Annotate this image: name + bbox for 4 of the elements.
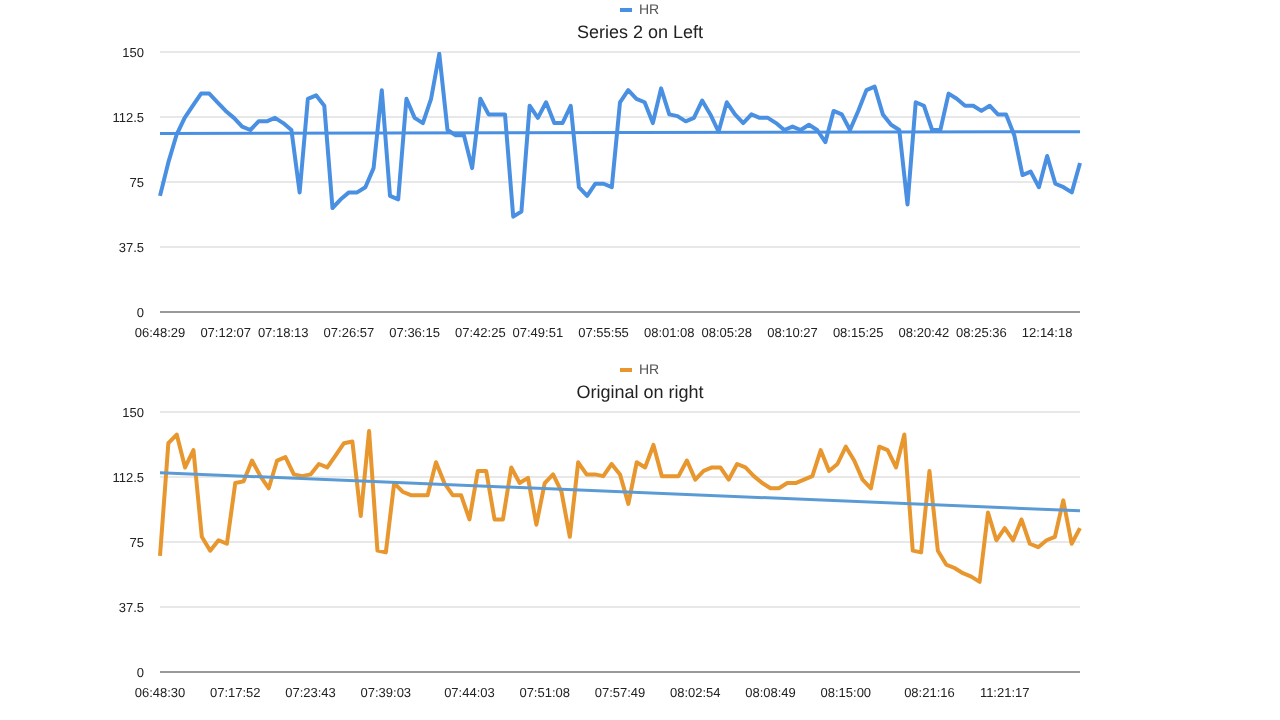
line-series bbox=[158, 429, 1082, 584]
chart-title: Original on right bbox=[574, 380, 706, 404]
line-series bbox=[158, 52, 1082, 219]
chart-title: Series 2 on Left bbox=[574, 20, 706, 44]
